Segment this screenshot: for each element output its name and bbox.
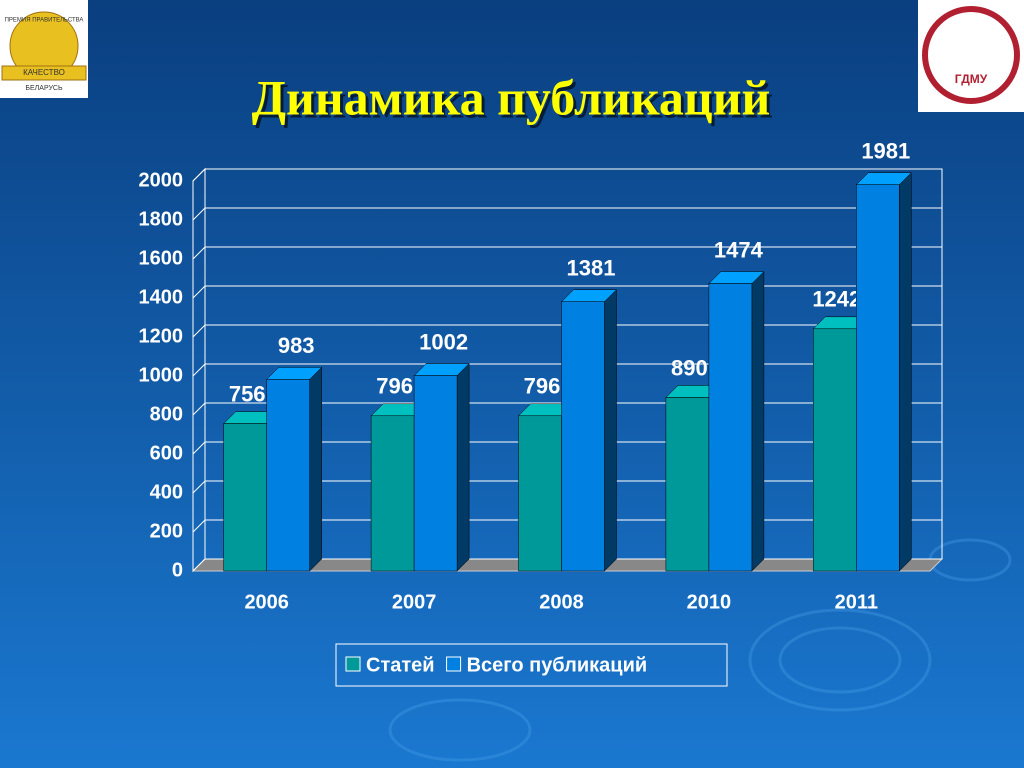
y-tick-label: 0 (172, 559, 183, 581)
right-logo-label: ГДМУ (955, 72, 988, 86)
grid-line-side (192, 441, 206, 455)
bar (223, 423, 267, 572)
value-label: 983 (278, 333, 315, 358)
value-label: 796 (524, 374, 561, 399)
bar (266, 379, 310, 572)
legend-box (335, 643, 728, 687)
y-tick-label: 1400 (139, 286, 184, 308)
bar (370, 415, 415, 572)
grid-line-side (192, 363, 206, 377)
bar (708, 283, 753, 572)
bar (413, 375, 458, 572)
x-tick-label: 2011 (835, 591, 878, 613)
y-tick-label: 1800 (139, 208, 184, 230)
bar (856, 184, 900, 572)
value-label: 756 (229, 381, 266, 406)
legend-label: Статей (366, 654, 435, 676)
ripples (388, 538, 1012, 762)
legend-label: Всего публикаций (467, 654, 648, 676)
value-label: 1242 (812, 287, 861, 312)
x-tick-label: 2008 (539, 591, 584, 613)
grid-line-side (192, 246, 206, 260)
bar-side (309, 366, 322, 572)
bar-side (604, 289, 617, 572)
value-label: 1002 (419, 329, 468, 354)
bar (665, 397, 710, 572)
y-tick-label: 1200 (139, 325, 184, 347)
x-tick-label: 2010 (687, 591, 732, 613)
value-label: 1381 (567, 256, 616, 281)
y-tick-label: 400 (150, 481, 183, 503)
legend-swatch (345, 656, 361, 672)
bar-side (899, 172, 912, 572)
title-shadow: Динамика публикаций (255, 72, 774, 128)
grid-line-side (192, 558, 206, 572)
grid-line-side (192, 285, 206, 299)
left-logo-ribbon (1, 65, 87, 81)
y-tick-label: 2000 (139, 169, 184, 191)
x-tick-label: 2007 (392, 591, 437, 613)
value-label: 796 (376, 374, 413, 399)
left-logo-top: ПРЕМИЯ ПРАВИТЕЛЬСТВА (5, 18, 84, 24)
left-logo-ribbon-text: КАЧЕСТВО (23, 68, 65, 77)
bar (518, 415, 562, 572)
grid-line-side (192, 207, 206, 221)
chart-title: Динамика публикаций (252, 69, 771, 125)
bar-side (751, 270, 765, 572)
bar (561, 301, 605, 572)
value-label: 1981 (861, 139, 910, 164)
value-label: 1474 (714, 237, 764, 262)
y-tick-label: 800 (150, 403, 183, 425)
x-tick-label: 2006 (244, 591, 289, 613)
y-tick-label: 600 (150, 442, 183, 464)
y-tick-label: 200 (150, 520, 183, 542)
grid-line-side (192, 402, 206, 416)
y-tick-label: 1600 (139, 247, 184, 269)
grid-line-side (192, 480, 206, 494)
y-tick-label: 1000 (139, 364, 184, 386)
legend-swatch (446, 656, 462, 672)
left-logo-bottom: БЕЛАРУСЬ (25, 85, 63, 92)
bar (813, 328, 857, 572)
grid-line-side (192, 324, 206, 338)
value-label: 890 (671, 355, 708, 380)
grid-line-side (192, 519, 206, 533)
bar-side (456, 363, 470, 572)
right-logo-emblem (922, 6, 1020, 104)
grid-line-side (192, 168, 206, 182)
